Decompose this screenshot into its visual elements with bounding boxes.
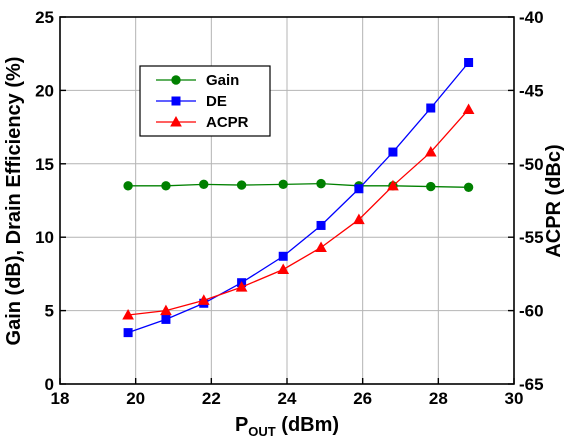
data-point-acpr <box>197 294 210 305</box>
data-point-acpr <box>387 179 399 191</box>
y-right-tick-label: -65 <box>519 375 544 394</box>
data-point-gain <box>236 180 247 190</box>
data-point-gain <box>199 179 209 190</box>
series-layer <box>122 58 475 338</box>
series-gain <box>123 178 474 192</box>
legend-item-gain: Gain <box>156 72 239 89</box>
data-point-acpr <box>315 241 327 252</box>
data-point-de <box>464 58 474 68</box>
y-left-tick-label: 10 <box>35 228 54 247</box>
data-point-gain <box>316 178 326 189</box>
y-right-tick-label: -60 <box>519 302 544 321</box>
y-left-tick-label: 0 <box>45 375 54 394</box>
x-axis-label-subscript: OUT <box>248 424 276 439</box>
y-left-tick-label: 20 <box>35 81 54 100</box>
series-de-line <box>127 62 470 334</box>
data-point-gain <box>161 181 171 191</box>
y-left-tick-label: 5 <box>45 302 54 321</box>
x-tick-label: 18 <box>51 389 70 408</box>
data-point-gain <box>278 179 288 190</box>
data-point-gain <box>123 181 133 191</box>
y-right-tick-label: -55 <box>519 228 544 247</box>
legend-marker-acpr <box>170 115 182 127</box>
y-axis-right-label: ACPR (dBc) <box>543 144 565 257</box>
data-point-de <box>123 328 133 338</box>
y-right-tick-label: -45 <box>519 81 544 100</box>
legend-label-gain: Gain <box>206 72 239 89</box>
legend-item-acpr: ACPR <box>156 114 249 131</box>
data-point-de <box>316 220 326 230</box>
y-right-tick-label: -40 <box>519 8 544 27</box>
y-left-tick-label: 15 <box>35 155 54 174</box>
data-point-acpr <box>462 103 475 114</box>
series-acpr <box>122 103 475 320</box>
y-right-tick-label: -50 <box>519 155 544 174</box>
legend-label-acpr: ACPR <box>206 114 249 131</box>
legend-label-de: DE <box>206 93 227 110</box>
x-tick-label: 24 <box>278 389 297 408</box>
legend-item-de: DE <box>156 93 227 110</box>
data-point-gain <box>463 182 474 192</box>
series-acpr-line <box>128 109 470 316</box>
x-axis-label: POUT (dBm) <box>235 414 339 439</box>
legend-marker-gain <box>171 75 181 85</box>
x-tick-label: 26 <box>353 389 372 408</box>
data-point-acpr <box>235 281 248 292</box>
data-point-de <box>388 147 398 157</box>
x-tick-label: 20 <box>126 389 145 408</box>
data-point-acpr <box>424 146 437 157</box>
y-axis-left-label: Gain (dB), Drain Efficiency (%) <box>3 57 25 346</box>
data-point-gain <box>426 181 436 192</box>
data-point-acpr <box>122 308 134 320</box>
legend: Gain DE ACPR <box>139 65 271 137</box>
legend-marker-de <box>171 96 181 106</box>
axis-ticks: 18 20 22 24 26 28 30 0 5 10 15 20 25 -65 -60 -55 -50 -45 -… <box>35 8 544 408</box>
data-point-de <box>426 103 436 113</box>
data-point-acpr <box>277 263 290 274</box>
x-tick-label: 22 <box>202 389 221 408</box>
data-point-de <box>278 251 288 261</box>
data-point-acpr <box>160 304 172 316</box>
x-tick-label: 30 <box>505 389 524 408</box>
x-tick-label: 28 <box>429 389 448 408</box>
y-left-tick-label: 25 <box>35 8 54 27</box>
data-point-acpr <box>353 213 365 225</box>
series-gain-line <box>128 182 469 188</box>
x-axis-label-unit: (dBm) <box>276 414 339 436</box>
data-point-de <box>161 314 171 324</box>
data-point-de <box>354 184 364 194</box>
x-axis-label-main: P <box>235 414 248 436</box>
